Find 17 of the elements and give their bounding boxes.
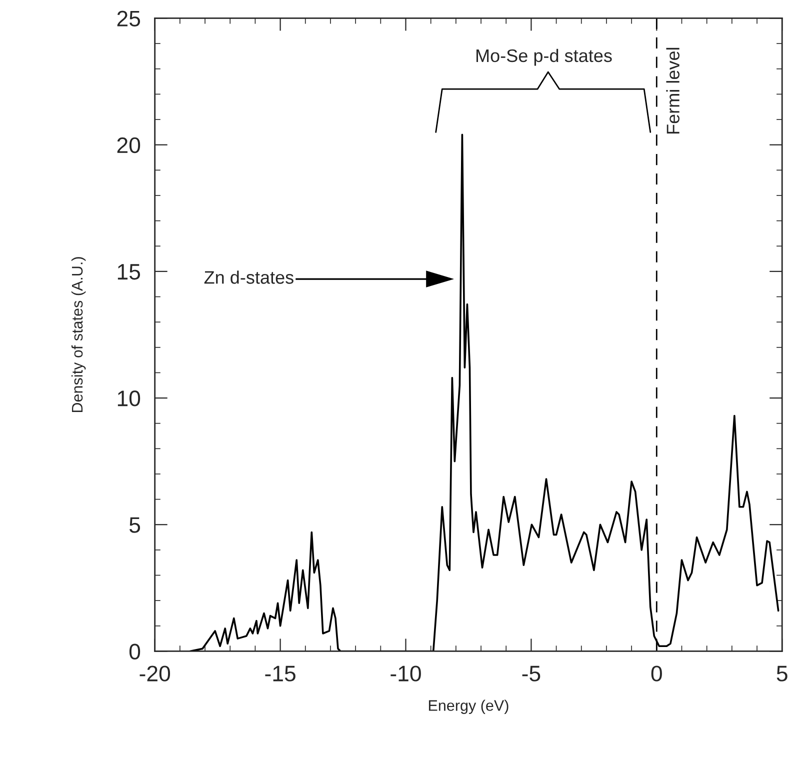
x-tick-label: 5 (776, 666, 788, 682)
ref-line-label: Fermi level (666, 48, 680, 134)
x-tick-label: 0 (651, 666, 662, 682)
y-tick-label: 15 (118, 264, 140, 280)
x-tick-label: -5 (522, 666, 540, 682)
annotation: Mo-Se p-d states (476, 48, 612, 66)
x-tick-label: -10 (390, 666, 421, 682)
y-tick-label: 25 (117, 10, 140, 26)
annotation: Zn d-states (204, 270, 294, 284)
y-tick-label: 5 (129, 517, 140, 533)
y-axis-title: Density of states (A.U.) (71, 257, 86, 412)
y-tick-label: 10 (118, 390, 140, 406)
y-tick-label: 20 (117, 137, 140, 154)
y-tick-label: 0 (129, 644, 140, 660)
x-tick-label: -20 (140, 666, 170, 682)
x-axis-title: Energy (eV) (428, 700, 508, 714)
x-tick-label: -15 (265, 666, 296, 682)
